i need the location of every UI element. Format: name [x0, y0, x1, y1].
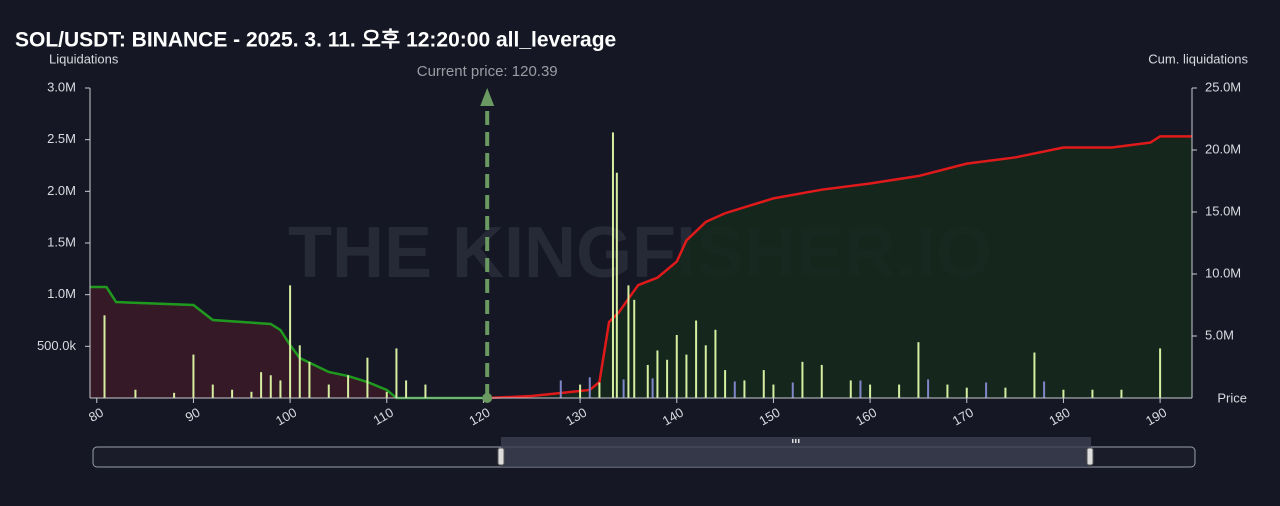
y-tick-label: 500.0k [37, 338, 77, 353]
bar [279, 380, 282, 398]
y-tick-label: 1.0M [47, 286, 76, 301]
y2-tick-label: 25.0M [1205, 79, 1241, 94]
bar [327, 384, 330, 398]
bar [405, 380, 408, 398]
bar [308, 361, 311, 398]
range-slider[interactable] [92, 437, 1196, 468]
y-tick-label: 3.0M [47, 79, 76, 94]
bar [1033, 352, 1036, 398]
bar [103, 315, 106, 398]
bar [772, 384, 775, 398]
bar [859, 380, 862, 398]
cumulative-line [487, 135, 1192, 400]
bar [395, 348, 398, 398]
y2-tick-label: 5.0M [1205, 327, 1234, 342]
bar [211, 384, 214, 398]
y2-tick-label: 15.0M [1205, 203, 1241, 218]
x-tick-label: 80 [86, 405, 106, 425]
bar [946, 384, 949, 398]
bar [588, 377, 591, 398]
bar [1159, 348, 1162, 398]
y-tick-label: 2.5M [47, 131, 76, 146]
bar [820, 364, 823, 398]
current-price-arrowhead [480, 88, 495, 106]
bar [724, 370, 727, 398]
slider-handle[interactable] [497, 447, 505, 466]
bar [646, 364, 649, 398]
bar [615, 172, 618, 398]
y2-tick-label: 10.0M [1205, 265, 1241, 280]
y2-axis-label: Cum. liquidations [1148, 51, 1248, 66]
x-tick-label: 90 [183, 405, 203, 425]
bar [791, 382, 794, 398]
bar [269, 375, 272, 398]
bar [917, 342, 920, 398]
cumulative-area [487, 136, 1192, 399]
bar [627, 285, 630, 398]
bar [733, 381, 736, 398]
bar [1091, 389, 1094, 398]
bar [675, 334, 678, 398]
bar [385, 391, 388, 398]
bar [714, 329, 717, 398]
bar [743, 380, 746, 398]
bar [173, 392, 176, 398]
x-axis-label: Price [1217, 390, 1247, 405]
bar [927, 379, 930, 398]
bar [231, 389, 234, 398]
slider-handle[interactable] [1086, 447, 1094, 466]
slider-grip [792, 439, 794, 443]
bar [192, 354, 195, 398]
bar [347, 375, 350, 398]
y-tick-label: 2.0M [47, 183, 76, 198]
bar [651, 378, 654, 398]
bar [1062, 389, 1065, 398]
bar [1043, 381, 1046, 398]
bar [298, 345, 301, 398]
bar [965, 387, 968, 398]
bar [633, 299, 636, 398]
bar [250, 391, 253, 398]
bar [559, 380, 562, 398]
bar [611, 132, 614, 398]
y-tick-label: 1.5M [47, 234, 76, 249]
annotation: Current price: 120.39 [417, 63, 558, 80]
bar [801, 361, 804, 398]
slider-grip [798, 439, 800, 443]
bar [656, 350, 659, 398]
bar [424, 384, 427, 398]
bar [695, 320, 698, 398]
chart-title: SOL/USDT: BINANCE - 2025. 3. 11. 오후 12:2… [15, 28, 616, 52]
bar [579, 384, 582, 398]
bar [598, 382, 601, 398]
bar [849, 380, 852, 398]
y2-tick-label: 20.0M [1205, 141, 1241, 156]
bar [704, 345, 707, 398]
bar [1004, 387, 1007, 398]
bar [685, 354, 688, 398]
bar [260, 372, 263, 398]
bar [366, 357, 369, 398]
bar [762, 370, 765, 398]
bar [985, 382, 988, 398]
bar [622, 379, 625, 398]
bar [869, 384, 872, 398]
current-price-dot [482, 393, 493, 403]
bar [898, 384, 901, 398]
bar [289, 285, 292, 398]
bar [134, 389, 137, 398]
slider-grip [795, 439, 797, 443]
bar [1120, 389, 1123, 398]
cumulative-area [90, 287, 488, 398]
bar [666, 359, 669, 398]
y-axis-label: Liquidations [49, 51, 119, 66]
